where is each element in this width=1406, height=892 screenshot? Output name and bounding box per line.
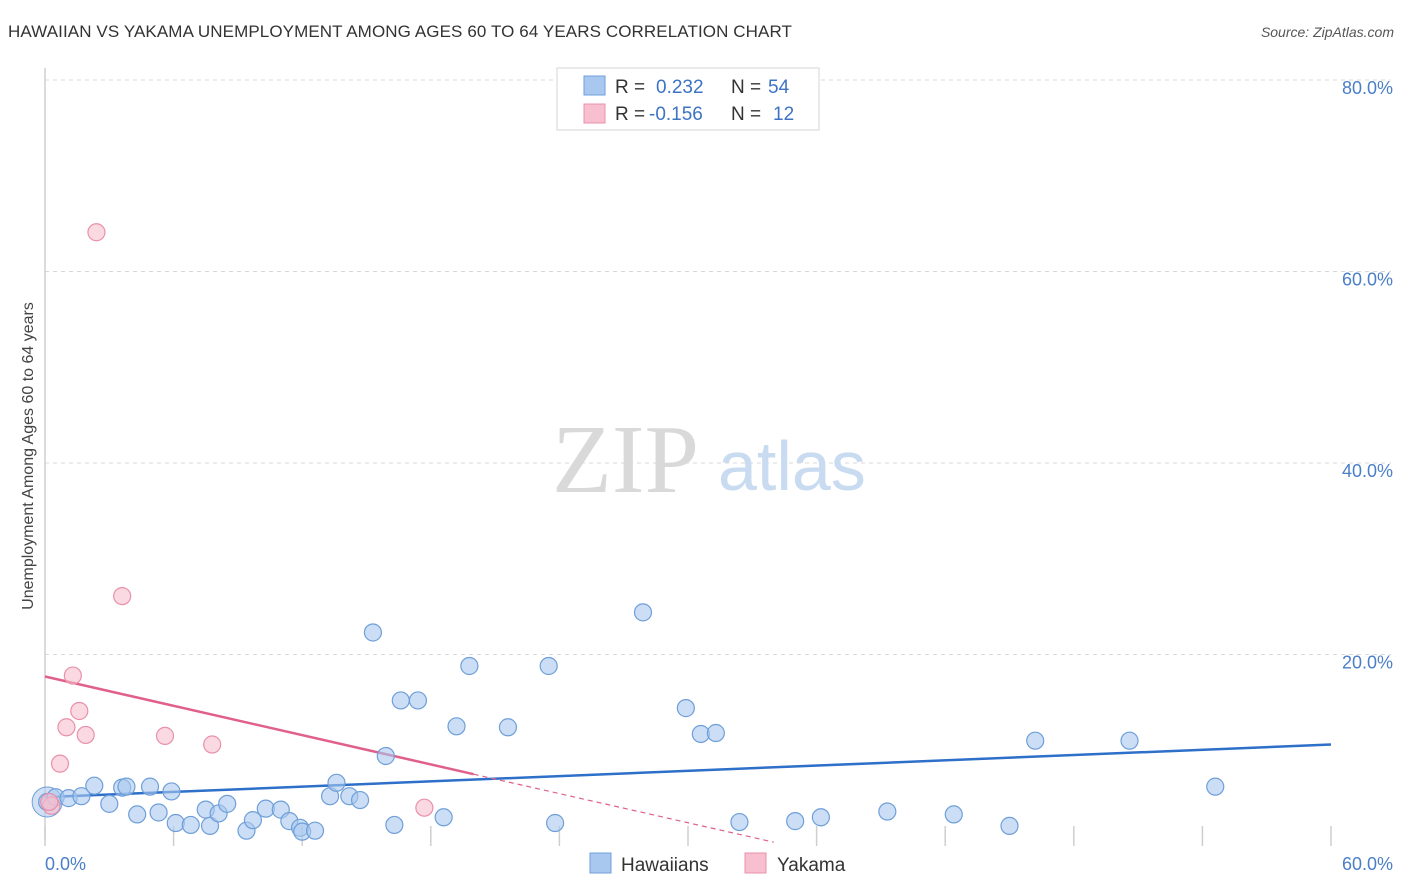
point-yakama-1 xyxy=(50,754,70,773)
watermark-zip: ZIP xyxy=(552,406,699,514)
point-hawaiians-41 xyxy=(633,603,653,622)
legend-n-value-2: 12 xyxy=(773,104,794,125)
point-hawaiians-30 xyxy=(363,623,383,642)
chart-source: Source: ZipAtlas.com xyxy=(1260,24,1394,40)
point-yakama-8 xyxy=(155,726,175,745)
point-hawaiians-33 xyxy=(391,691,410,710)
point-hawaiians-47 xyxy=(811,808,830,827)
point-hawaiians-46 xyxy=(786,812,805,831)
point-hawaiians-34 xyxy=(408,691,428,710)
point-yakama-5 xyxy=(76,725,95,745)
x-tick-label-0: 0.0% xyxy=(45,854,86,874)
point-hawaiians-20 xyxy=(256,799,275,818)
point-hawaiians-48 xyxy=(878,802,897,821)
point-hawaiians-17 xyxy=(218,794,237,813)
point-hawaiians-29 xyxy=(350,790,370,810)
point-hawaiians-8 xyxy=(128,805,147,824)
point-hawaiians-32 xyxy=(385,815,404,835)
x-tick-label-1: 60.0% xyxy=(1342,854,1393,874)
trend-line-hawaiians xyxy=(44,743,1332,799)
legend-r-label-2: R = xyxy=(615,104,645,125)
point-hawaiians-31 xyxy=(376,746,395,766)
point-hawaiians-45 xyxy=(730,812,749,832)
legend-r-value-1: 0.232 xyxy=(656,77,704,98)
legend-bottom: Hawaiians Yakama xyxy=(589,852,846,876)
tick-labels: 20.0% 40.0% 60.0% 80.0% 0.0% 60.0% xyxy=(45,78,1393,874)
point-hawaiians-51 xyxy=(1026,731,1045,750)
legend-top: R = 0.232 N = 54 R = -0.156 N = 12 xyxy=(556,67,820,131)
legend-r-label-1: R = xyxy=(615,77,645,98)
point-yakama-2 xyxy=(57,718,76,737)
legend-bottom-swatch-hawaiians xyxy=(589,852,612,874)
data-points xyxy=(31,223,1225,841)
point-hawaiians-7 xyxy=(117,777,136,796)
point-hawaiians-25 xyxy=(305,821,325,840)
point-hawaiians-38 xyxy=(498,718,518,737)
point-hawaiians-40 xyxy=(546,813,565,833)
point-hawaiians-9 xyxy=(140,777,160,796)
y-tick-label-1: 40.0% xyxy=(1342,461,1393,481)
point-hawaiians-50 xyxy=(1000,816,1019,835)
point-hawaiians-52 xyxy=(1120,731,1139,750)
point-hawaiians-37 xyxy=(460,656,479,676)
legend-bottom-yakama: Yakama xyxy=(777,855,846,876)
y-tick-label-2: 60.0% xyxy=(1342,270,1393,290)
y-axis-label: Unemployment Among Ages 60 to 64 years xyxy=(20,302,37,610)
trend-lines xyxy=(44,675,1332,843)
legend-n-label-1: N = xyxy=(731,77,761,98)
trend-line-yakama-extension xyxy=(473,773,774,843)
point-yakama-10 xyxy=(415,798,434,817)
point-hawaiians-4 xyxy=(85,776,104,795)
point-hawaiians-39 xyxy=(539,656,558,676)
legend-n-value-1: 54 xyxy=(768,77,790,98)
point-hawaiians-15 xyxy=(200,816,220,835)
point-hawaiians-53 xyxy=(1206,777,1225,796)
y-tick-label-3: 80.0% xyxy=(1342,78,1393,98)
legend-r-value-2: -0.156 xyxy=(649,104,703,125)
point-hawaiians-3 xyxy=(72,787,91,806)
y-tick-label-0: 20.0% xyxy=(1342,653,1393,673)
point-hawaiians-35 xyxy=(434,808,453,827)
point-hawaiians-19 xyxy=(243,811,263,830)
point-hawaiians-27 xyxy=(327,773,346,792)
legend-n-label-2: N = xyxy=(731,104,761,125)
point-hawaiians-49 xyxy=(944,805,963,824)
point-hawaiians-36 xyxy=(447,717,466,736)
legend-bottom-hawaiians: Hawaiians xyxy=(621,855,709,876)
point-yakama-6 xyxy=(87,223,106,242)
point-yakama-9 xyxy=(203,735,222,754)
point-hawaiians-13 xyxy=(181,815,200,835)
legend-bottom-swatch-yakama xyxy=(744,852,767,874)
point-yakama-7 xyxy=(113,586,132,606)
point-hawaiians-10 xyxy=(149,803,168,822)
point-hawaiians-5 xyxy=(100,794,119,813)
legend-swatch-hawaiians xyxy=(583,75,606,96)
point-hawaiians-44 xyxy=(706,723,725,743)
legend-swatch-yakama xyxy=(583,103,606,124)
point-yakama-4 xyxy=(70,701,89,721)
point-yakama-3 xyxy=(63,666,82,685)
chart-title: HAWAIIAN VS YAKAMA UNEMPLOYMENT AMONG AG… xyxy=(8,22,793,41)
point-hawaiians-43 xyxy=(691,724,710,744)
point-hawaiians-12 xyxy=(166,813,185,833)
point-hawaiians-42 xyxy=(676,699,695,718)
watermark-atlas: atlas xyxy=(718,427,866,505)
trend-line-yakama xyxy=(44,675,474,776)
point-yakama-11 xyxy=(40,792,59,812)
point-hawaiians-11 xyxy=(162,782,181,801)
